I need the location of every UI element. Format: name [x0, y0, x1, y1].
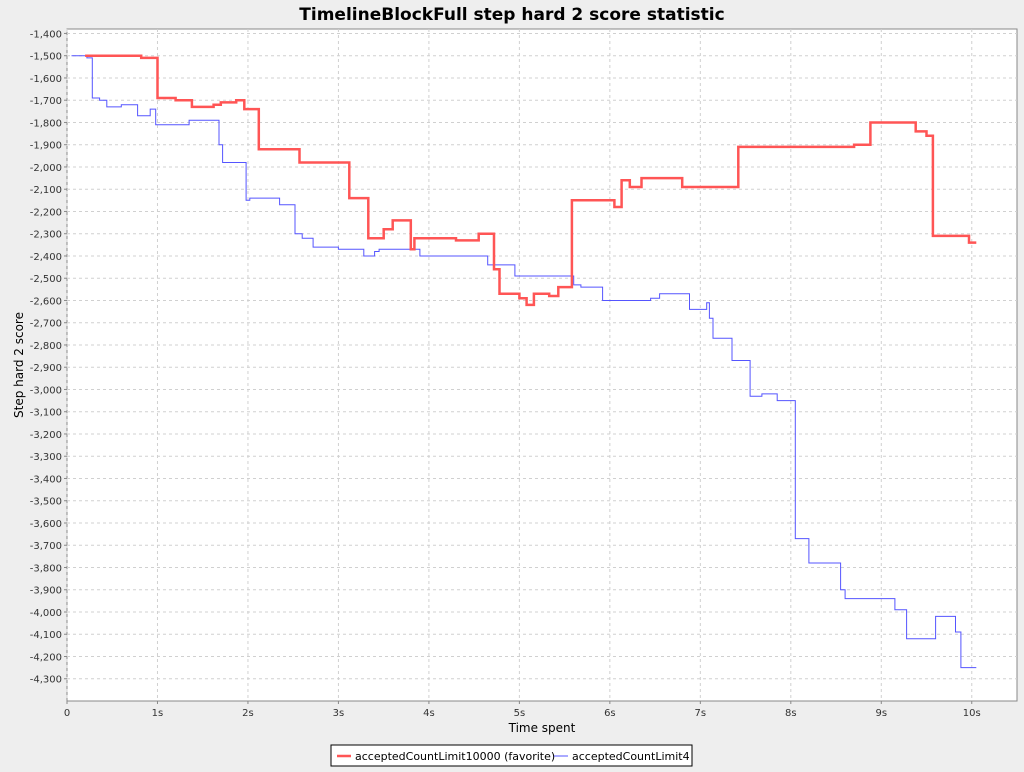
legend-label-1: acceptedCountLimit4	[572, 750, 690, 763]
y-tick-label: -2,000	[30, 163, 62, 174]
y-tick-label: -3,600	[30, 519, 62, 530]
y-tick-label: -1,700	[30, 96, 62, 107]
y-tick-label: -3,100	[30, 408, 62, 419]
x-tick-label: 10s	[963, 708, 981, 719]
y-tick-label: -3,500	[30, 497, 62, 508]
y-tick-label: -2,500	[30, 274, 62, 285]
legend-box	[330, 744, 693, 767]
y-tick-label: -3,900	[30, 586, 62, 597]
y-tick-label: -1,800	[30, 118, 62, 129]
x-axis-label: Time spent	[508, 721, 576, 735]
x-tick-label: 3s	[333, 708, 345, 719]
axes: -1,400 -1,500 -1,600 -1,700 -1,800 -1,900 -2,0…	[30, 29, 981, 719]
y-tick-label: -4,200	[30, 652, 62, 663]
x-tick-label: 0	[64, 708, 70, 719]
y-tick-label: -4,000	[30, 608, 62, 619]
y-tick-label: -2,800	[30, 341, 62, 352]
x-tick-label: 6s	[604, 708, 616, 719]
y-tick-label: -3,200	[30, 430, 62, 441]
legend-label-0: acceptedCountLimit10000 (favorite)	[355, 750, 555, 763]
series-line-1	[71, 55, 977, 669]
gridlines	[66, 29, 1017, 701]
plot-area	[66, 28, 1018, 702]
series-line-0	[85, 54, 977, 307]
y-tick-label: -2,200	[30, 207, 62, 218]
chart-title: TimelineBlockFull step hard 2 score stat…	[299, 5, 724, 25]
x-tick-label: 1s	[152, 708, 164, 719]
y-tick-label: -3,300	[30, 452, 62, 463]
legend: acceptedCountLimit10000 (favorite) accept…	[330, 744, 693, 767]
y-tick-label: -3,700	[30, 541, 62, 552]
y-tick-label: -1,500	[30, 52, 62, 63]
series-layer	[71, 54, 977, 669]
y-tick-label: -3,400	[30, 474, 62, 485]
legend-items: acceptedCountLimit10000 (favorite) accept…	[337, 750, 690, 763]
x-tick-label: 2s	[242, 708, 254, 719]
y-tick-label: -1,600	[30, 74, 62, 85]
x-tick-label: 9s	[875, 708, 887, 719]
y-tick-label: -2,700	[30, 319, 62, 330]
y-tick-label: -3,800	[30, 563, 62, 574]
y-tick-label: -2,600	[30, 296, 62, 307]
y-tick-label: -2,300	[30, 230, 62, 241]
y-tick-label: -2,400	[30, 252, 62, 263]
x-tick-label: 5s	[514, 708, 526, 719]
y-tick-label: -3,000	[30, 385, 62, 396]
x-tick-label: 4s	[423, 708, 435, 719]
y-tick-label: -4,300	[30, 675, 62, 686]
y-tick-label: -2,100	[30, 185, 62, 196]
y-tick-label: -4,100	[30, 630, 62, 641]
y-axis-label: Step hard 2 score	[12, 312, 26, 418]
x-tick-label: 8s	[785, 708, 797, 719]
y-tick-label: -2,900	[30, 363, 62, 374]
y-tick-label: -1,900	[30, 141, 62, 152]
x-tick-label: 7s	[695, 708, 707, 719]
y-tick-label: -1,400	[30, 29, 62, 40]
